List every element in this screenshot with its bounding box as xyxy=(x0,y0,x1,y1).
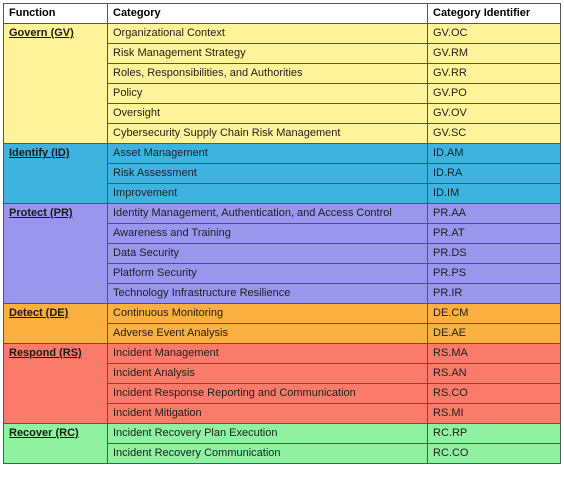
category-cell: Awareness and Training xyxy=(107,223,428,244)
table-row: Recover (RC) Incident Recovery Plan Exec… xyxy=(3,423,561,464)
header-category: Category xyxy=(107,3,428,24)
category-cell: Risk Assessment xyxy=(107,163,428,184)
category-cell: Organizational Context xyxy=(107,23,428,44)
function-govern: Govern (GV) xyxy=(3,23,108,144)
function-identify: Identify (ID) xyxy=(3,143,108,204)
identifier-cell: ID.AM xyxy=(427,143,561,164)
category-cell: Adverse Event Analysis xyxy=(107,323,428,344)
category-cell: Roles, Responsibilities, and Authorities xyxy=(107,63,428,84)
identifier-cell: PR.DS xyxy=(427,243,561,264)
table-row: Incident Response Reporting and Communic… xyxy=(3,383,561,404)
table-row: Detect (DE) Continuous Monitoring DE.CM xyxy=(3,303,561,344)
table-row: Technology Infrastructure Resilience PR.… xyxy=(3,283,561,304)
table-row: Oversight GV.OV xyxy=(3,103,561,124)
category-cell: Asset Management xyxy=(107,143,428,164)
identifier-cell: RS.CO xyxy=(427,383,561,404)
identifier-cell: RS.MI xyxy=(427,403,561,424)
identifier-cell: GV.OC xyxy=(427,23,561,44)
header-function: Function xyxy=(3,3,108,24)
identifier-cell: DE.CM xyxy=(427,303,561,324)
category-cell: Incident Response Reporting and Communic… xyxy=(107,383,428,404)
table-row: Improvement ID.IM xyxy=(3,183,561,204)
function-detect: Detect (DE) xyxy=(3,303,108,344)
table-row: Incident Analysis RS.AN xyxy=(3,363,561,384)
identifier-cell: RS.MA xyxy=(427,343,561,364)
table-body: Govern (GV) Organizational Context GV.OC… xyxy=(3,23,561,464)
category-cell: Identity Management, Authentication, and… xyxy=(107,203,428,224)
category-cell: Incident Recovery Plan Execution xyxy=(107,423,428,444)
function-respond: Respond (RS) xyxy=(3,343,108,424)
category-cell: Technology Infrastructure Resilience xyxy=(107,283,428,304)
identifier-cell: GV.RM xyxy=(427,43,561,64)
category-cell: Cybersecurity Supply Chain Risk Manageme… xyxy=(107,123,428,144)
csf-functions-table: Function Category Category Identifier Go… xyxy=(3,3,561,464)
category-cell: Incident Management xyxy=(107,343,428,364)
table-row: Risk Assessment ID.RA xyxy=(3,163,561,184)
identifier-cell: PR.AA xyxy=(427,203,561,224)
category-cell: Improvement xyxy=(107,183,428,204)
identifier-cell: GV.OV xyxy=(427,103,561,124)
table-row: Incident Recovery Communication RC.CO xyxy=(3,443,561,464)
table-container: Function Category Category Identifier Go… xyxy=(3,3,561,464)
identifier-cell: GV.RR xyxy=(427,63,561,84)
identifier-cell: PR.AT xyxy=(427,223,561,244)
table-row: Respond (RS) Incident Management RS.MA xyxy=(3,343,561,424)
identifier-cell: ID.RA xyxy=(427,163,561,184)
identifier-cell: DE.AE xyxy=(427,323,561,344)
identifier-cell: RC.CO xyxy=(427,443,561,464)
header-identifier: Category Identifier xyxy=(427,3,561,24)
category-cell: Incident Analysis xyxy=(107,363,428,384)
function-recover: Recover (RC) xyxy=(3,423,108,464)
category-cell: Incident Mitigation xyxy=(107,403,428,424)
table-row: Govern (GV) Organizational Context GV.OC xyxy=(3,23,561,144)
table-row: Protect (PR) Identity Management, Authen… xyxy=(3,203,561,304)
category-cell: Continuous Monitoring xyxy=(107,303,428,324)
identifier-cell: RC.RP xyxy=(427,423,561,444)
identifier-cell: GV.PO xyxy=(427,83,561,104)
function-protect: Protect (PR) xyxy=(3,203,108,304)
category-cell: Platform Security xyxy=(107,263,428,284)
table-row: Platform Security PR.PS xyxy=(3,263,561,284)
category-cell: Oversight xyxy=(107,103,428,124)
identifier-cell: PR.IR xyxy=(427,283,561,304)
category-cell: Risk Management Strategy xyxy=(107,43,428,64)
table-row: Incident Mitigation RS.MI xyxy=(3,403,561,424)
identifier-cell: RS.AN xyxy=(427,363,561,384)
table-row: Cybersecurity Supply Chain Risk Manageme… xyxy=(3,123,561,144)
identifier-cell: PR.PS xyxy=(427,263,561,284)
category-cell: Policy xyxy=(107,83,428,104)
table-row: Identify (ID) Asset Management ID.AM xyxy=(3,143,561,204)
header-row: Function Category Category Identifier xyxy=(3,3,561,24)
category-cell: Data Security xyxy=(107,243,428,264)
table-row: Risk Management Strategy GV.RM xyxy=(3,43,561,64)
identifier-cell: ID.IM xyxy=(427,183,561,204)
identifier-cell: GV.SC xyxy=(427,123,561,144)
category-cell: Incident Recovery Communication xyxy=(107,443,428,464)
